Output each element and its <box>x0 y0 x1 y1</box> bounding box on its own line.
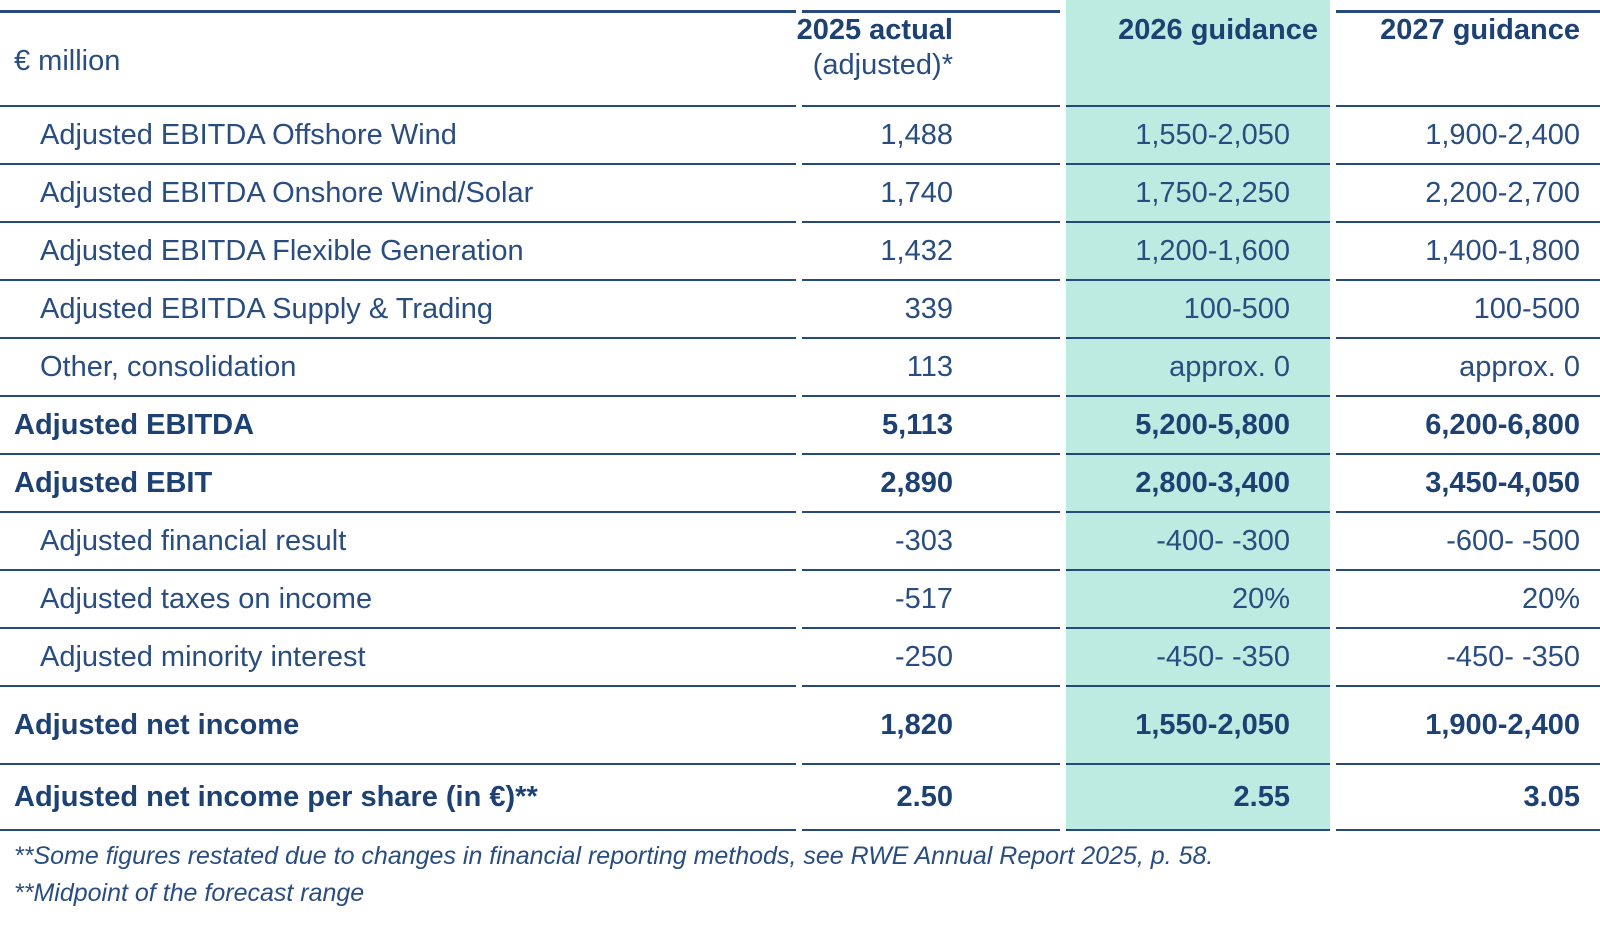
cell-2026-guidance: 20% <box>1066 571 1330 629</box>
cell-2025-actual: -303 <box>802 513 1060 571</box>
row-label: Adjusted EBITDA <box>0 397 796 455</box>
cell-2027-guidance: 1,900-2,400 <box>1336 687 1600 765</box>
cell-2027-guidance: -450- -350 <box>1336 629 1600 687</box>
cell-2025-actual: 2.50 <box>802 765 1060 831</box>
cell-2027-guidance: 6,200-6,800 <box>1336 397 1600 455</box>
cell-2026-guidance: -450- -350 <box>1066 629 1330 687</box>
cell-2026-guidance: 100-500 <box>1066 281 1330 339</box>
cell-2026-guidance: 1,550-2,050 <box>1066 107 1330 165</box>
cell-2025-actual: 1,820 <box>802 687 1060 765</box>
column-header-2025-actual-title: 2025 actual <box>796 14 953 46</box>
cell-2027-guidance: 1,400-1,800 <box>1336 223 1600 281</box>
footnotes: **Some figures restated due to changes i… <box>14 838 1213 912</box>
guidance-2026-highlight-band <box>1066 0 1330 831</box>
column-header-2027-guidance: 2027 guidance <box>1336 0 1600 107</box>
cell-2025-actual: -517 <box>802 571 1060 629</box>
column-header-2025-actual-subtitle: (adjusted)* <box>812 49 953 81</box>
cell-2025-actual: 1,432 <box>802 223 1060 281</box>
cell-2025-actual: 113 <box>802 339 1060 397</box>
table-top-border <box>802 10 1060 13</box>
cell-2025-actual: 2,890 <box>802 455 1060 513</box>
cell-2026-guidance: 5,200-5,800 <box>1066 397 1330 455</box>
row-label: Adjusted EBITDA Onshore Wind/Solar <box>0 165 796 223</box>
cell-2026-guidance: 2.55 <box>1066 765 1330 831</box>
column-header-2025-actual: 2025 actual (adjusted)* <box>797 0 1060 107</box>
footnote-restated: **Some figures restated due to changes i… <box>14 842 1214 870</box>
cell-2027-guidance: approx. 0 <box>1336 339 1600 397</box>
table-top-border <box>0 10 796 13</box>
cell-2026-guidance: 1,550-2,050 <box>1066 687 1330 765</box>
cell-2026-guidance: 1,750-2,250 <box>1066 165 1330 223</box>
column-header-2026-guidance: 2026 guidance <box>1066 0 1330 107</box>
table-top-border <box>1336 10 1600 13</box>
row-label: Adjusted taxes on income <box>0 571 796 629</box>
cell-2025-actual: -250 <box>802 629 1060 687</box>
cell-2026-guidance: approx. 0 <box>1066 339 1330 397</box>
cell-2025-actual: 5,113 <box>802 397 1060 455</box>
footnote-midpoint: **Midpoint of the forecast range <box>14 879 365 907</box>
cell-2025-actual: 339 <box>802 281 1060 339</box>
cell-2026-guidance: -400- -300 <box>1066 513 1330 571</box>
row-label: Adjusted EBITDA Supply & Trading <box>0 281 796 339</box>
unit-label: € million <box>0 0 796 107</box>
row-label: Adjusted minority interest <box>0 629 796 687</box>
cell-2027-guidance: 3,450-4,050 <box>1336 455 1600 513</box>
financial-guidance-table: € million 2025 actual (adjusted)* 2026 g… <box>0 0 1600 831</box>
row-label: Other, consolidation <box>0 339 796 397</box>
cell-2027-guidance: -600- -500 <box>1336 513 1600 571</box>
row-label: Adjusted net income <box>0 687 796 765</box>
row-label: Adjusted EBITDA Offshore Wind <box>0 107 796 165</box>
cell-2027-guidance: 3.05 <box>1336 765 1600 831</box>
cell-2026-guidance: 1,200-1,600 <box>1066 223 1330 281</box>
cell-2025-actual: 1,740 <box>802 165 1060 223</box>
cell-2027-guidance: 100-500 <box>1336 281 1600 339</box>
row-label: Adjusted EBITDA Flexible Generation <box>0 223 796 281</box>
row-label: Adjusted EBIT <box>0 455 796 513</box>
cell-2025-actual: 1,488 <box>802 107 1060 165</box>
cell-2027-guidance: 2,200-2,700 <box>1336 165 1600 223</box>
row-label: Adjusted financial result <box>0 513 796 571</box>
cell-2027-guidance: 20% <box>1336 571 1600 629</box>
row-label: Adjusted net income per share (in €)** <box>0 765 796 831</box>
cell-2026-guidance: 2,800-3,400 <box>1066 455 1330 513</box>
cell-2027-guidance: 1,900-2,400 <box>1336 107 1600 165</box>
